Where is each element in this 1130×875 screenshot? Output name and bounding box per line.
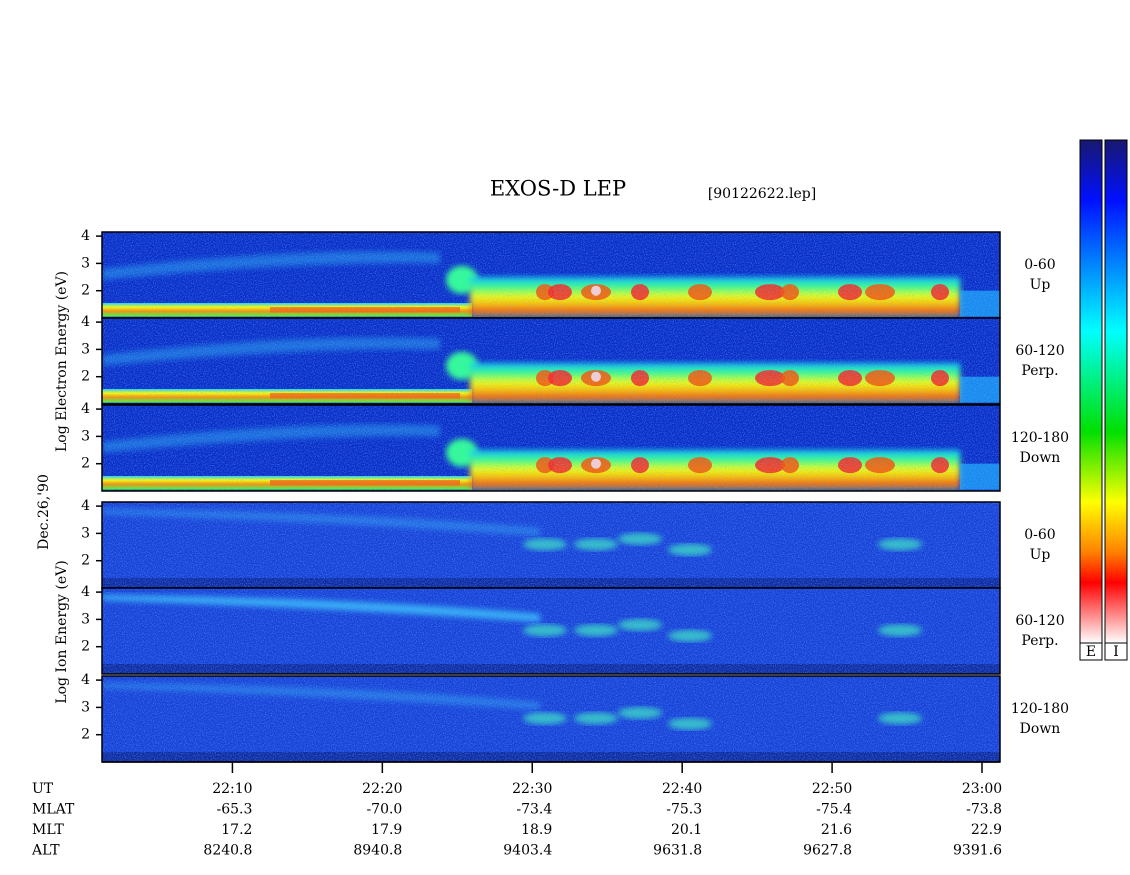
ephemeris-value: -75.3 — [666, 802, 702, 818]
colorbar-label: E — [1086, 644, 1096, 660]
y-tick-label: 3 — [81, 611, 90, 627]
channel-name: 120-180 — [1011, 701, 1069, 717]
channel-sub: Up — [1030, 547, 1051, 563]
ephemeris-value: 17.2 — [221, 822, 252, 838]
spectrogram-image — [102, 588, 1000, 674]
y-tick-label: 4 — [81, 401, 90, 417]
x-tick-label: 22:10 — [212, 781, 252, 797]
x-tick-label: 22:40 — [662, 781, 702, 797]
panel-border — [101, 587, 1001, 675]
y-tick-label: 3 — [81, 525, 90, 541]
noise — [102, 318, 1000, 404]
row-label: UT — [32, 781, 54, 797]
noise — [102, 405, 1000, 491]
channel-sub: Perp. — [1021, 633, 1058, 649]
y-tick-label: 4 — [81, 584, 90, 600]
ephemeris-value: 9627.8 — [803, 843, 852, 859]
ephemeris-value: -75.4 — [816, 802, 852, 818]
x-tick-label: 22:50 — [812, 781, 852, 797]
colorbar-box — [1079, 642, 1103, 661]
file-label: [90122622.lep] — [708, 186, 816, 202]
noise — [102, 502, 1000, 588]
y-tick-label: 2 — [81, 639, 90, 655]
channel-sub: Up — [1030, 277, 1051, 293]
x-tick-label: 22:20 — [362, 781, 402, 797]
y-tick-label: 2 — [81, 283, 90, 299]
y-axis-label: Log Ion Energy (eV) — [54, 560, 70, 703]
y-tick-label: 3 — [81, 255, 90, 271]
spectrogram-panel — [101, 587, 1001, 675]
colorbar — [1079, 139, 1103, 644]
ephemeris-value: 8940.8 — [353, 843, 402, 859]
x-tick-label: 22:30 — [512, 781, 552, 797]
spectrogram-panel — [101, 317, 1001, 405]
ephemeris-value: 8240.8 — [203, 843, 252, 859]
chart-title: EXOS-D LEP — [490, 177, 626, 201]
row-label: ALT — [31, 843, 60, 859]
x-tick-label: 23:00 — [962, 781, 1002, 797]
channel-name: 120-180 — [1011, 430, 1069, 446]
ephemeris-value: -73.4 — [516, 802, 552, 818]
ephemeris-value: 9403.4 — [503, 843, 552, 859]
y-tick-label: 2 — [81, 369, 90, 385]
panel-border — [101, 404, 1001, 492]
y-tick-label: 3 — [81, 699, 90, 715]
y-tick-label: 2 — [81, 553, 90, 569]
spectrogram-image — [102, 318, 1000, 404]
colorbar-box — [1104, 642, 1128, 661]
channel-name: 0-60 — [1024, 527, 1055, 543]
channel-name: 0-60 — [1024, 257, 1055, 273]
ephemeris-value: 9391.6 — [953, 843, 1002, 859]
y-tick-label: 2 — [81, 456, 90, 472]
row-label: MLT — [32, 822, 64, 838]
spectrogram-image — [102, 502, 1000, 588]
channel-sub: Perp. — [1021, 363, 1058, 379]
spectrogram-panel — [101, 231, 1001, 319]
ephemeris-value: 20.1 — [671, 822, 702, 838]
panel-border — [101, 317, 1001, 405]
y-axis-label: Log Electron Energy (eV) — [54, 271, 70, 452]
y-tick-label: 2 — [81, 727, 90, 743]
spectrogram-panel — [101, 675, 1001, 763]
channel-sub: Down — [1020, 721, 1061, 737]
noise — [102, 232, 1000, 318]
spectrogram-image — [102, 232, 1000, 318]
ephemeris-value: -70.0 — [366, 802, 402, 818]
spectrogram-image — [102, 405, 1000, 491]
y-tick-label: 4 — [81, 672, 90, 688]
ephemeris-value: 21.6 — [821, 822, 852, 838]
colorbar — [1104, 139, 1128, 644]
noise — [102, 676, 1000, 762]
channel-name: 60-120 — [1015, 343, 1064, 359]
channel-sub: Down — [1020, 450, 1061, 466]
colorbar-label: I — [1113, 644, 1119, 660]
y-tick-label: 3 — [81, 428, 90, 444]
spectrogram-image — [102, 676, 1000, 762]
y-tick-label: 4 — [81, 228, 90, 244]
ephemeris-value: 17.9 — [371, 822, 402, 838]
y-tick-label: 3 — [81, 341, 90, 357]
ephemeris-value: 22.9 — [971, 822, 1002, 838]
y-tick-label: 4 — [81, 498, 90, 514]
ephemeris-value: -65.3 — [217, 802, 253, 818]
ephemeris-value: 9631.8 — [653, 843, 702, 859]
date-label: Dec.26,'90 — [36, 474, 52, 550]
ephemeris-value: 18.9 — [521, 822, 552, 838]
noise — [102, 588, 1000, 674]
y-tick-label: 4 — [81, 314, 90, 330]
spectrogram-panel — [101, 501, 1001, 589]
ephemeris-value: -73.8 — [966, 802, 1002, 818]
spectrogram-panel — [101, 404, 1001, 492]
row-label: MLAT — [32, 802, 75, 818]
channel-name: 60-120 — [1015, 613, 1064, 629]
